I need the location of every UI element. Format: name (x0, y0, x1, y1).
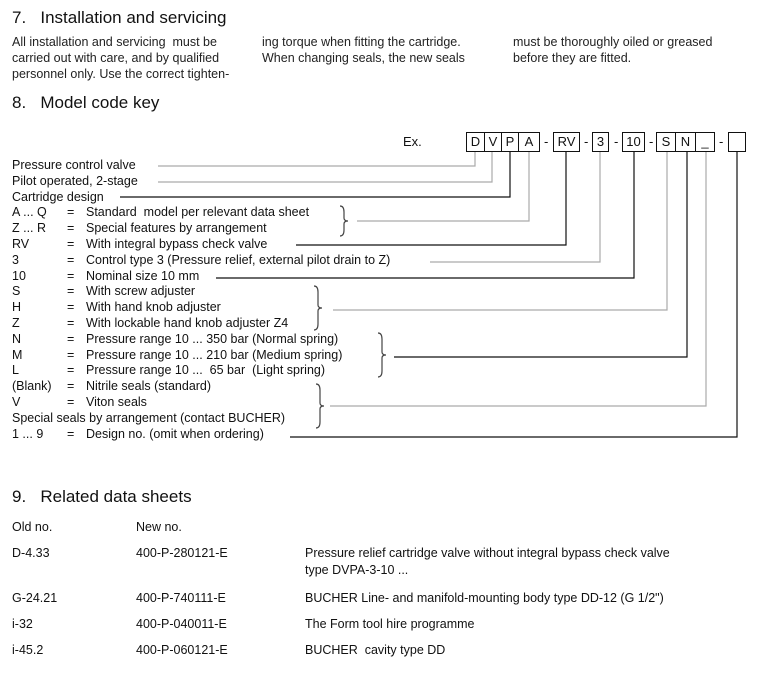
data-sheet-desc: BUCHER cavity type DD (305, 643, 446, 657)
data-sheet-new: 400-P-740111-E (136, 591, 226, 605)
connector-rv (296, 152, 567, 246)
key-row-desc: Pressure range 10 ... 65 bar (Light spri… (86, 363, 326, 378)
section-7-text-col1: All installation and servicing must be c… (12, 35, 230, 81)
key-row-code: Cartridge design (12, 189, 104, 204)
key-row-code: V (12, 395, 21, 409)
key-row-eq: = (67, 237, 75, 251)
connector-v (158, 152, 493, 183)
key-row-code: Z (12, 316, 20, 330)
code-box-10: 10 (622, 132, 645, 152)
key-row-code: L (12, 363, 19, 378)
code-dash: - (649, 134, 654, 149)
code-box-blank: _ (695, 132, 715, 152)
key-row-eq: = (67, 426, 75, 441)
connector-design-no (290, 152, 738, 438)
section-7-heading: 7. Installation and servicing (12, 8, 227, 27)
key-row-code: Pilot operated, 2-stage (12, 173, 138, 188)
code-box-design-no (728, 132, 746, 152)
key-row-desc: Design no. (omit when ordering) (86, 426, 264, 441)
header-new-no: New no. (136, 520, 182, 534)
connector-a (357, 152, 530, 222)
key-row-eq: = (67, 221, 75, 236)
brace-seals (315, 383, 325, 429)
key-row-desc: Nitrile seals (standard) (86, 379, 212, 394)
data-sheet-new: 400-P-280121-E (136, 546, 228, 560)
brace-n-m-l (377, 332, 387, 378)
code-dash: - (614, 134, 619, 149)
example-label: Ex. (403, 134, 422, 149)
header-old-no: Old no. (12, 520, 53, 534)
data-sheet-old: i-45.2 (12, 643, 44, 657)
key-row-desc: Pressure range 10 ... 350 bar (Normal sp… (86, 331, 339, 346)
key-row-eq: = (67, 347, 75, 362)
key-row-code: (Blank) (12, 379, 52, 394)
code-dash: - (584, 134, 589, 149)
key-row-desc: Nominal size 10 mm (86, 268, 200, 283)
key-row-eq: = (67, 284, 75, 299)
key-row-eq: = (67, 363, 75, 378)
code-box-a: A (518, 132, 540, 152)
key-row-code: 1 ... 9 (12, 426, 44, 441)
data-sheet-desc: Pressure relief cartridge valve without … (305, 546, 670, 577)
key-row-desc: Special features by arrangement (86, 221, 267, 236)
data-sheet-old: G-24.21 (12, 591, 58, 605)
connector-10 (216, 152, 635, 279)
key-row-code: RV (12, 237, 30, 251)
connector-s (333, 152, 668, 311)
brace-s-h-z (313, 285, 323, 331)
key-row-code: 10 (12, 268, 26, 283)
code-dash: - (719, 134, 724, 149)
section-7-text-col2: ing torque when fitting the cartridge. W… (262, 35, 465, 65)
connector-seals (330, 152, 707, 407)
code-dash: - (544, 134, 549, 149)
key-row-code: H (12, 300, 22, 315)
data-sheet-desc: BUCHER Line- and manifold-mounting body … (305, 591, 664, 605)
key-row-desc: With screw adjuster (86, 284, 196, 299)
key-row-desc: With hand knob adjuster (86, 300, 221, 315)
key-row-desc: Control type 3 (Pressure relief, externa… (86, 252, 391, 267)
key-row-code: Special seals by arrangement (contact BU… (12, 410, 286, 425)
connector-n (394, 152, 688, 358)
key-row-desc: Viton seals (86, 395, 147, 409)
data-sheet-desc: The Form tool hire programme (305, 617, 475, 631)
data-sheet-old: i-32 (12, 617, 33, 631)
key-row-eq: = (67, 300, 75, 315)
key-row-eq: = (67, 205, 75, 220)
connector-p (120, 152, 511, 198)
connector-3 (430, 152, 601, 263)
key-row-desc: Pressure range 10 ... 210 bar (Medium sp… (86, 347, 343, 362)
data-sheet-new: 400-P-040011-E (136, 617, 227, 631)
section-8-heading: 8. Model code key (12, 93, 160, 112)
key-row-desc: Standard model per relevant data sheet (86, 205, 310, 220)
key-row-code: M (12, 347, 23, 362)
data-sheet-old: D-4.33 (12, 546, 50, 560)
key-row-eq: = (67, 268, 75, 283)
key-row-eq: = (67, 252, 75, 267)
key-row-code: Z ... R (12, 221, 47, 236)
code-box-rv: RV (553, 132, 580, 152)
key-row-code: Pressure control valve (12, 158, 136, 172)
key-row-eq: = (67, 395, 75, 409)
brace-a-z (339, 205, 349, 237)
key-row-eq: = (67, 379, 75, 394)
key-row-code: 3 (12, 252, 19, 267)
key-row-code: A ... Q (12, 205, 47, 220)
data-sheet-new: 400-P-060121-E (136, 643, 228, 657)
section-9-heading: 9. Related data sheets (12, 487, 192, 506)
section-7-text-col3: must be thoroughly oiled or greased befo… (513, 35, 713, 65)
key-row-eq: = (67, 316, 75, 330)
connector-d (158, 152, 476, 167)
key-row-code: N (12, 331, 22, 346)
key-row-eq: = (67, 331, 75, 346)
key-row-code: S (12, 284, 21, 299)
key-row-desc: With integral bypass check valve (86, 237, 268, 251)
code-box-3: 3 (592, 132, 609, 152)
key-row-desc: With lockable hand knob adjuster Z4 (86, 316, 289, 330)
